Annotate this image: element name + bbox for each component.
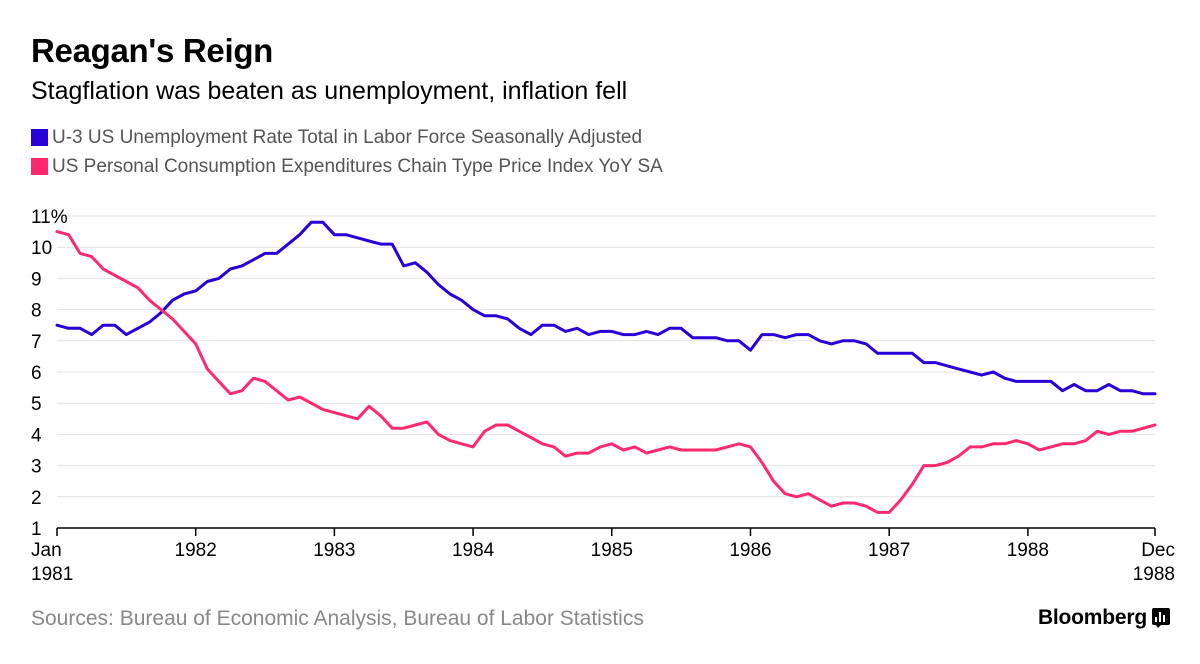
brand-name: Bloomberg	[1037, 606, 1147, 629]
x-tick-label: 1985	[591, 540, 633, 561]
y-tick-label: 4	[31, 425, 42, 446]
source-note: Sources: Bureau of Economic Analysis, Bu…	[31, 607, 644, 630]
y-tick-label: 8	[31, 301, 42, 322]
chart-legend: U-3 US Unemployment Rate Total in Labor …	[31, 123, 663, 181]
y-tick-label: 2	[31, 488, 42, 509]
series-line-0	[55, 220, 1157, 396]
x-tick-label: 1984	[452, 540, 495, 561]
y-tick-label: 3	[31, 457, 42, 478]
y-tick-label: 7	[31, 332, 42, 353]
x-tick-label: 1982	[175, 540, 217, 561]
legend-item-unemployment: U-3 US Unemployment Rate Total in Labor …	[31, 123, 663, 152]
y-tick-label: 6	[31, 363, 42, 384]
x-axis: Jan 1981 1982 1983 1984 1985 1986 1987 1988 Dec 19…	[31, 527, 1175, 585]
x-tick-label: Jan	[31, 540, 62, 561]
y-tick-label: 9	[31, 269, 42, 290]
y-tick-label: 1	[31, 519, 42, 540]
chart-subtitle: Stagflation was beaten as unemployment, …	[31, 77, 628, 105]
x-tick-label-year: 1988	[1133, 564, 1175, 585]
legend-label-pce: US Personal Consumption Expenditures Cha…	[52, 155, 663, 177]
series-lines	[55, 220, 1157, 514]
legend-swatch-unemployment	[31, 129, 48, 146]
legend-label-unemployment: U-3 US Unemployment Rate Total in Labor …	[52, 126, 643, 148]
x-tick-label: Dec	[1141, 540, 1175, 561]
legend-swatch-pce	[31, 158, 48, 175]
series-line-1	[55, 230, 1157, 514]
y-axis-labels: 11% 10 9 8 7 6 5 4 3 2 1	[31, 207, 68, 540]
bloomberg-terminal-icon	[1152, 608, 1170, 628]
y-tick-label: 11%	[31, 207, 68, 228]
gridlines	[57, 215, 1155, 498]
y-tick-label: 5	[31, 394, 42, 415]
legend-item-pce: US Personal Consumption Expenditures Cha…	[31, 152, 663, 181]
y-tick-label: 10	[31, 238, 52, 259]
x-tick-label: 1987	[868, 540, 910, 561]
x-tick-label: 1988	[1007, 540, 1049, 561]
x-tick-label-year: 1981	[31, 564, 73, 585]
brand-logo: Bloomberg	[1038, 606, 1170, 630]
x-tick-label: 1983	[313, 540, 355, 561]
x-tick-label: 1986	[729, 540, 771, 561]
chart-title: Reagan's Reign	[31, 32, 274, 69]
